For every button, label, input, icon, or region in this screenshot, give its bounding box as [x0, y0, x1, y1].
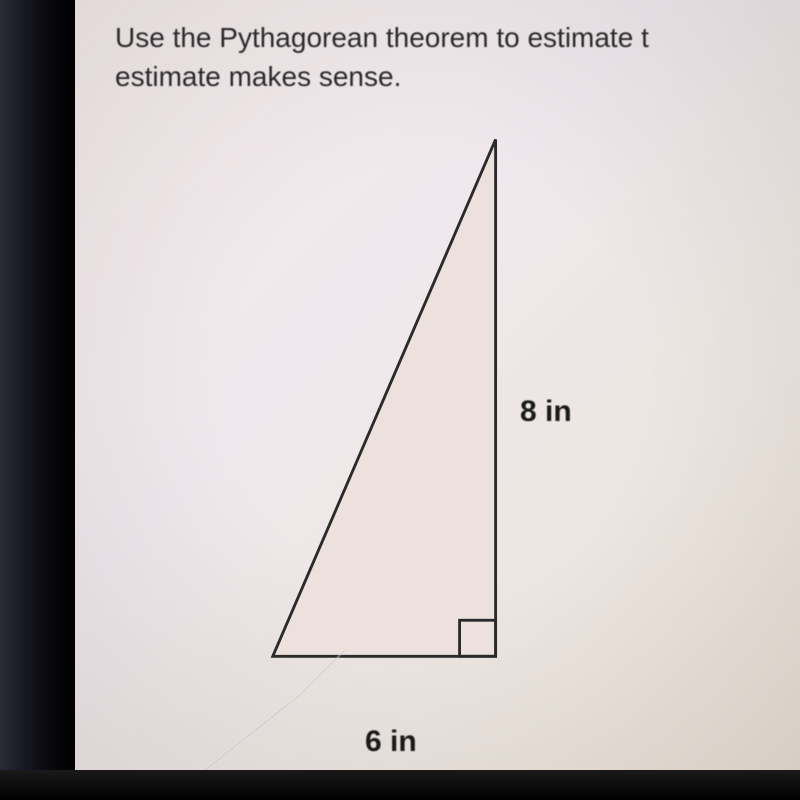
question-line-2: estimate makes sense.	[115, 57, 649, 96]
triangle-shape	[273, 139, 496, 656]
screen-bezel-bottom	[0, 770, 800, 800]
vertical-side-label: 8 in	[520, 395, 572, 429]
screen-bezel-left	[0, 0, 75, 800]
photo-frame: Use the Pythagorean theorem to estimate …	[0, 0, 800, 800]
question-line-1: Use the Pythagorean theorem to estimate …	[115, 18, 649, 57]
question-text: Use the Pythagorean theorem to estimate …	[115, 18, 649, 96]
worksheet-page: Use the Pythagorean theorem to estimate …	[75, 0, 800, 770]
horizontal-side-label: 6 in	[365, 725, 417, 759]
